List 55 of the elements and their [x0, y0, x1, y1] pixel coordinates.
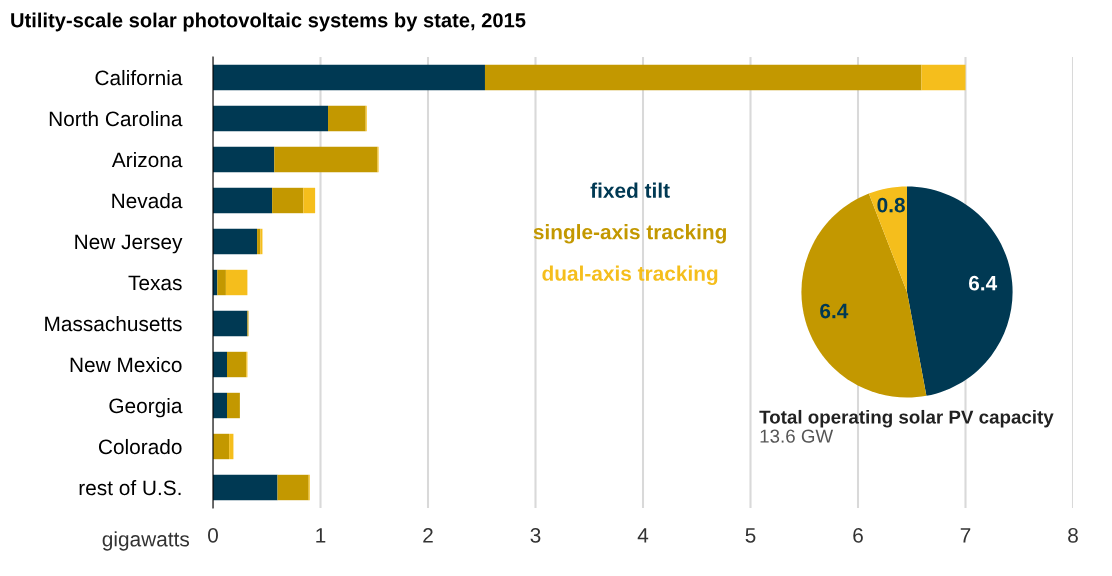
data-label: 0.8: [877, 197, 905, 213]
x-tick-label: 5: [745, 528, 756, 543]
y-tick-label: New Jersey: [75, 234, 183, 254]
bar: [213, 105, 329, 132]
bar: [213, 146, 275, 173]
pie-slice: [801, 193, 927, 398]
x-tick-label: 0: [208, 527, 218, 543]
y-tick-label: Arizona: [111, 151, 183, 168]
y-tick-label: New Mexico: [70, 356, 182, 373]
x-tick-label: 2: [423, 527, 433, 543]
x-axis-title: gigawatts: [102, 531, 190, 551]
data-label: 6.4: [820, 303, 849, 319]
x-tick-label: 1: [316, 528, 326, 543]
text: single-axis tracking: [533, 224, 726, 244]
bar: [328, 105, 366, 132]
bar: [213, 310, 248, 337]
x-tick-label: 3: [530, 527, 541, 543]
bar: [484, 64, 922, 91]
bar: [303, 187, 316, 214]
y-tick-label: Nevada: [112, 192, 183, 209]
chart-title: Utility-scale solar photovoltaic systems by state, 2015: [11, 12, 526, 32]
bar: [226, 351, 247, 378]
x-tick-label: 6: [853, 527, 863, 543]
text: dual-axis tracking: [542, 265, 718, 286]
bar: [229, 433, 234, 460]
bar: [213, 228, 258, 255]
y-tick-label: Georgia: [109, 397, 183, 418]
bar: [213, 64, 485, 91]
y-tick-label: North Carolina: [49, 110, 183, 127]
x-tick-label: 4: [637, 528, 649, 543]
y-tick-label: Texas: [128, 275, 182, 291]
y-tick-label: Colorado: [98, 438, 182, 455]
bar: [274, 146, 378, 173]
bar: [272, 187, 304, 214]
y-tick-label: California: [95, 69, 183, 86]
bar: [213, 433, 230, 460]
bar: [213, 392, 227, 419]
data-label: 6.4: [968, 275, 998, 291]
text: fixed tilt: [590, 182, 670, 198]
bar: [277, 474, 309, 501]
y-tick-label: Massachusetts: [45, 315, 182, 332]
bar: [921, 64, 966, 91]
pie-slice: [868, 186, 907, 292]
text: 13.6 GW: [760, 429, 834, 443]
bar: [225, 269, 248, 296]
pie-slice: [907, 186, 1013, 396]
bar: [213, 351, 227, 378]
text: Total operating solar PV capacity: [759, 409, 1054, 428]
bar: [217, 269, 226, 296]
y-tick-label: rest of U.S.: [79, 479, 181, 496]
x-tick-label: 8: [1068, 527, 1078, 543]
bar: [213, 187, 273, 214]
bar: [226, 392, 240, 419]
bar: [213, 474, 278, 501]
x-tick-label: 7: [960, 528, 971, 543]
